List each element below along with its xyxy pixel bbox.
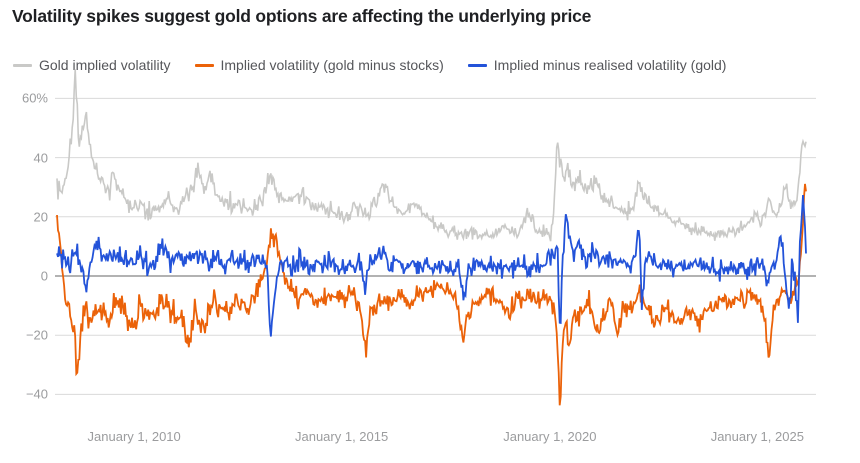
series-line-implied-minus-realised-volatility-gold-: [56, 194, 807, 337]
x-axis-tick-label: January 1, 2015: [294, 429, 389, 444]
chart-title: Volatility spikes suggest gold options a…: [12, 6, 592, 26]
y-axis-tick-label: −20: [25, 327, 48, 343]
legend-label: Gold implied volatility: [39, 57, 171, 73]
series-line-gold-implied-volatility: [56, 69, 807, 242]
y-axis-tick-label: 0: [40, 268, 48, 284]
y-axis-tick-label: 20: [33, 209, 48, 225]
legend-item-implied-minus-realised-volatility-gold: Implied minus realised volatility (gold): [467, 57, 727, 73]
y-axis-tick-label: −40: [25, 386, 48, 402]
x-axis-tick-label: January 1, 2025: [710, 429, 804, 444]
y-axis-tick-label: 40: [33, 150, 48, 166]
legend-swatch-orange-line-icon: [194, 63, 214, 67]
legend-item-implied-volatility-gold-minus-stocks: Implied volatility (gold minus stocks): [194, 57, 444, 73]
legend-label: Implied volatility (gold minus stocks): [220, 57, 444, 73]
y-axis-tick-label: 60%: [21, 90, 48, 106]
x-axis-tick-label: January 1, 2020: [503, 429, 597, 444]
legend-label: Implied minus realised volatility (gold): [493, 57, 727, 73]
chart-legend: Gold implied volatility Implied volatili…: [13, 57, 726, 73]
series-line-implied-volatility-gold-minus-stocks-: [56, 183, 807, 406]
legend-swatch-gray-line-icon: [13, 63, 32, 67]
x-axis-tick-label: January 1, 2010: [87, 429, 181, 444]
legend-swatch-blue-line-icon: [467, 63, 487, 67]
legend-item-gold-implied-volatility: Gold implied volatility: [13, 57, 171, 73]
